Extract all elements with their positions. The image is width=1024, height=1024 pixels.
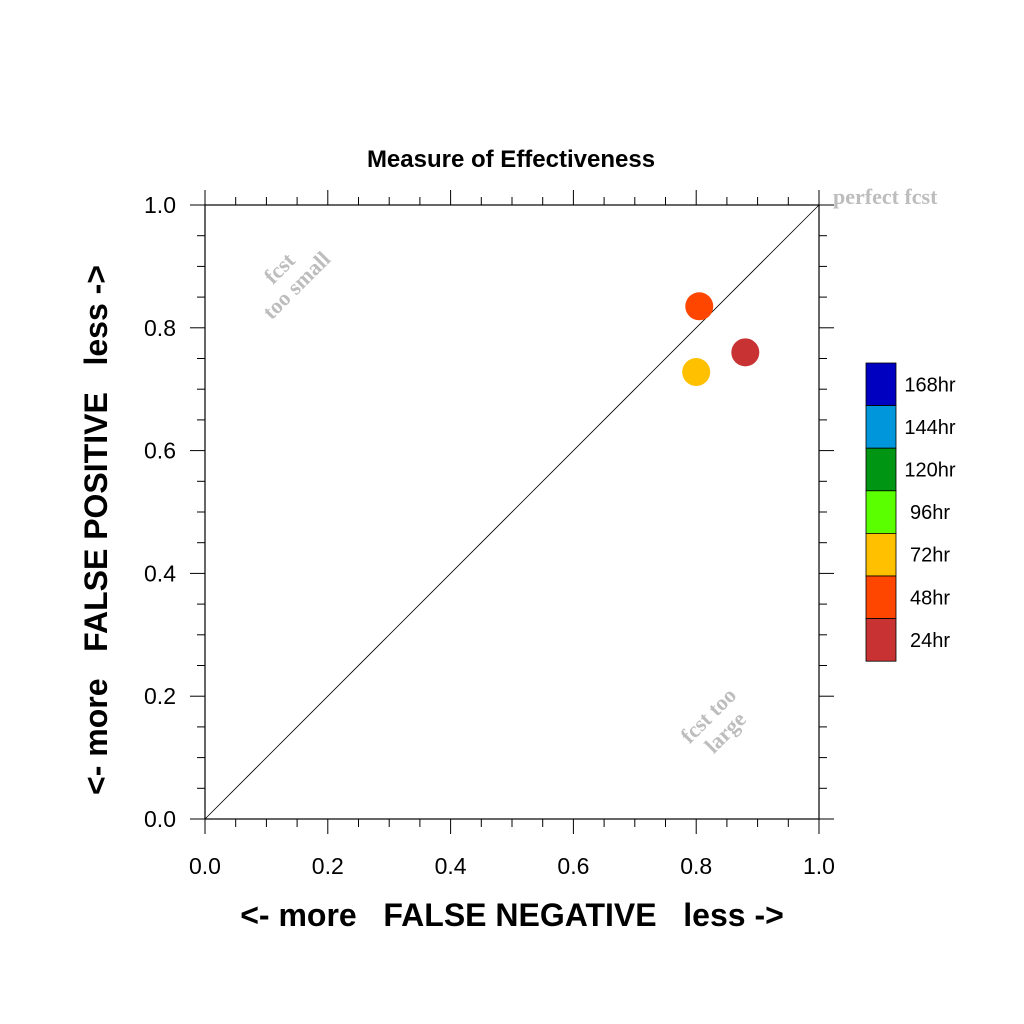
data-points — [682, 292, 760, 387]
legend-label-168hr: 168hr — [904, 374, 955, 396]
y-tick-labels: 0.0 0.2 0.4 0.6 0.8 1.0 — [144, 192, 176, 832]
y-tick-label: 0.2 — [144, 683, 176, 709]
x-tick-label: 0.4 — [435, 853, 467, 879]
legend: 168hr 144hr 120hr 96hr 72hr 48hr 24hr — [865, 362, 956, 662]
legend-label-24hr: 24hr — [910, 630, 950, 652]
x-tick-label: 0.8 — [680, 853, 712, 879]
point-24hr — [731, 338, 760, 367]
x-tick-label: 0.2 — [312, 853, 344, 879]
x-tick-label: 0.0 — [189, 853, 221, 879]
legend-swatch-96hr — [865, 490, 897, 534]
legend-swatch-72hr — [865, 533, 897, 577]
legend-label-48hr: 48hr — [910, 587, 950, 609]
diagonal-line — [204, 204, 820, 820]
legend-label-72hr: 72hr — [910, 545, 950, 567]
legend-swatch-24hr — [865, 618, 897, 662]
y-tick-label: 0.8 — [144, 315, 176, 341]
legend-swatch-120hr — [865, 447, 897, 492]
x-tick-labels: 0.0 0.2 0.4 0.6 0.8 1.0 — [189, 853, 835, 879]
legend-swatch-168hr — [865, 362, 897, 406]
y-axis-title: <- more FALSE POSITIVE less -> — [78, 265, 114, 795]
legend-label-144hr: 144hr — [904, 417, 955, 439]
chart-title: Measure of Effectiveness — [367, 146, 655, 173]
y-tick-label: 0.4 — [144, 560, 176, 586]
y-tick-label: 0.6 — [144, 438, 176, 464]
annotation-perfect-fcst: perfect fcst — [833, 184, 938, 209]
annotation-too-small: fcst too small — [257, 246, 335, 324]
axis-ticks — [190, 190, 834, 834]
annotation-too-large: fcst too large — [675, 682, 751, 757]
x-tick-label: 0.6 — [557, 853, 589, 879]
legend-swatch-144hr — [865, 405, 897, 449]
point-72hr — [682, 358, 711, 387]
y-tick-label: 1.0 — [144, 192, 176, 218]
y-tick-label: 0.0 — [144, 806, 176, 832]
annotation-too-small-line2: too small — [257, 246, 335, 324]
legend-label-96hr: 96hr — [910, 502, 950, 524]
legend-label-120hr: 120hr — [904, 460, 955, 482]
x-axis-title: <- more FALSE NEGATIVE less -> — [240, 897, 784, 933]
x-tick-label: 1.0 — [803, 853, 835, 879]
legend-swatch-48hr — [865, 575, 897, 619]
point-48hr — [685, 292, 714, 321]
